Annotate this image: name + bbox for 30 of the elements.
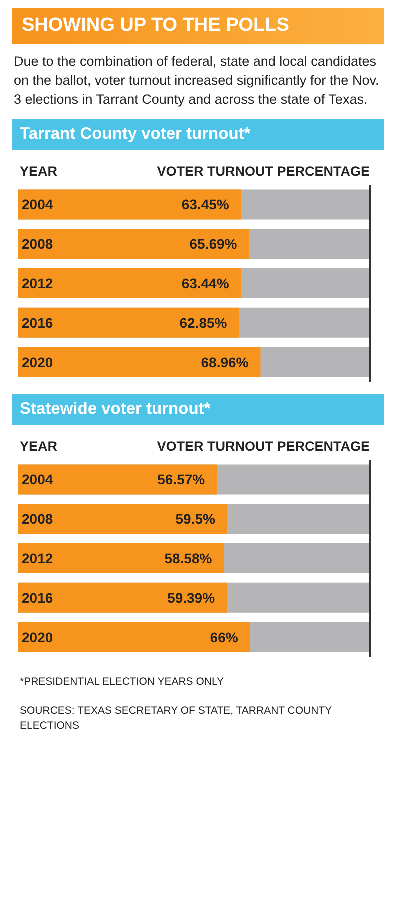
x-axis-title: VOTER TURNOUT PERCENTAGE [157, 439, 370, 454]
y-tick-label: 2012 [22, 276, 54, 292]
text: SHOWING UP TO THE POLLS [12, 8, 384, 44]
y-tick-label: 2020 [22, 629, 54, 646]
y-tick-label: 2008 [22, 511, 54, 528]
y-tick-label: 2004 [22, 196, 54, 213]
data-label: 58.58% [164, 550, 213, 566]
data-label: 56.57% [158, 472, 206, 488]
data-label: 59.5% [176, 511, 216, 528]
y-tick-label: 2016 [22, 590, 54, 606]
chart-title: Statewide voter turnout* [12, 394, 384, 425]
data-label: 62.85% [180, 314, 228, 331]
data-label: 66% [210, 629, 239, 646]
data-label: 63.44% [182, 276, 230, 292]
data-label: 68.96% [201, 354, 250, 370]
data-label: 59.39% [168, 590, 216, 606]
y-tick-label: 2020 [22, 354, 54, 370]
x-axis-title: VOTER TURNOUT PERCENTAGE [157, 164, 370, 179]
y-tick-label: 2016 [22, 314, 54, 331]
text: Due to the combination of federal, state and local candidates on the ballot, voter turnout increased significantly for the Nov. 3 elections in Tarrant County and across the state of Texas. [13, 53, 380, 109]
y-axis-title: YEAR [20, 439, 58, 454]
data-label: 65.69% [190, 236, 238, 252]
data-label: 63.45% [182, 196, 230, 213]
y-tick-label: 2008 [22, 236, 54, 252]
y-tick-label: 2004 [22, 472, 54, 488]
y-tick-label: 2012 [22, 550, 54, 566]
y-axis-title: YEAR [20, 164, 58, 179]
text: *PRESIDENTIAL ELECTION YEARS ONLY [20, 675, 226, 690]
source-note: SOURCES: TEXAS SECRETARY OF STATE, TARRANT COUNTY ELECTIONS [20, 704, 333, 734]
chart-title: Tarrant County voter turnout* [12, 119, 384, 150]
